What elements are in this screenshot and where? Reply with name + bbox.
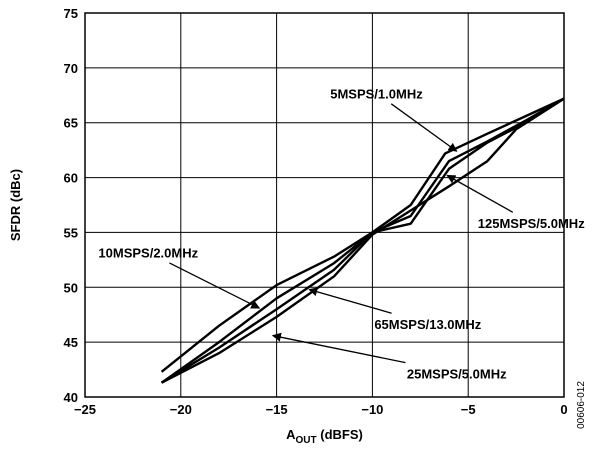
- grid: [84, 12, 565, 398]
- y-tick-label: 45: [64, 335, 78, 350]
- y-tick-label: 65: [64, 116, 78, 131]
- x-axis-label-main: A: [286, 427, 296, 442]
- x-axis-label: AOUT (dBFS): [286, 427, 363, 446]
- x-tick-label: −5: [461, 402, 476, 417]
- annotations: 5MSPS/1.0MHz 125MSPS/5.0MHz 10MSPS/2.0MHz 6…: [98, 87, 585, 382]
- annotation-arrow: [271, 332, 406, 364]
- series-line: [160, 97, 565, 384]
- plot-frame: [84, 12, 565, 398]
- annotation-label: 10MSPS/2.0MHz: [98, 246, 198, 261]
- annotation-arrow: [390, 103, 458, 152]
- annotation-label: 5MSPS/1.0MHz: [330, 87, 423, 102]
- x-tick-label: −15: [266, 402, 288, 417]
- y-tick-label: 40: [64, 390, 78, 405]
- annotation-arrow: [446, 174, 514, 213]
- series-line: [160, 97, 565, 373]
- tick-labels: −25 −20 −15 −10 −5 0 40 45 50 55 60 65 70 75: [64, 6, 568, 417]
- x-tick-label: −10: [361, 402, 383, 417]
- series-line: [160, 97, 565, 384]
- series-line: [161, 97, 565, 384]
- annotation-arrow: [308, 287, 392, 314]
- annotation-arrow: [169, 262, 261, 309]
- y-tick-label: 60: [64, 171, 78, 186]
- x-tick-label: 0: [560, 402, 567, 417]
- y-tick-label: 70: [64, 61, 78, 76]
- y-tick-label: 50: [64, 280, 78, 295]
- y-tick-label: 55: [64, 225, 78, 240]
- annotation-label: 125MSPS/5.0MHz: [478, 216, 585, 231]
- y-axis-label: SFDR (dBc): [8, 169, 23, 241]
- annotation-label: 25MSPS/5.0MHz: [407, 366, 507, 381]
- x-tick-label: −20: [170, 402, 192, 417]
- y-tick-label: 75: [64, 6, 78, 21]
- x-tick-label: −25: [74, 402, 96, 417]
- x-axis-label-rest: (dBFS): [317, 427, 363, 442]
- figure-id: 00606-012: [576, 381, 587, 429]
- x-axis-label-subscript: OUT: [296, 435, 317, 446]
- annotation-label: 65MSPS/13.0MHz: [374, 317, 481, 332]
- series-lines: [160, 97, 565, 384]
